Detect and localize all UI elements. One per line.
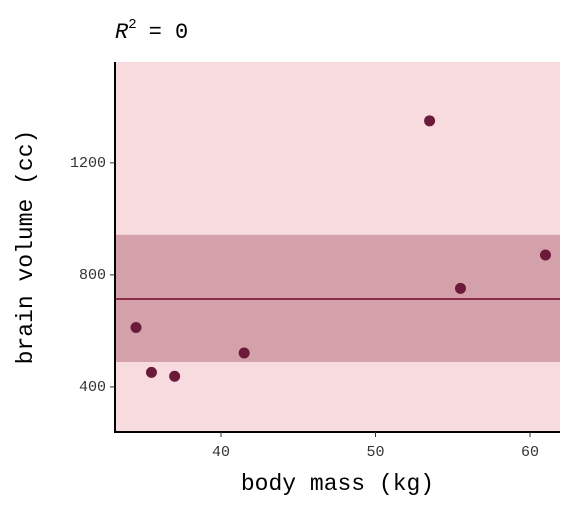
y-tick-label: 1200 [70, 155, 106, 172]
chart-title: R2 = 0 [115, 17, 188, 45]
point [454, 282, 466, 294]
x-tick-label: 60 [521, 444, 539, 461]
y-tick-label: 800 [79, 267, 106, 284]
title-rest: = 0 [149, 20, 189, 45]
y-tick-label: 400 [79, 379, 106, 396]
x-axis-title: body mass (kg) [241, 471, 434, 497]
point [130, 322, 142, 334]
point [145, 366, 157, 378]
point [238, 347, 250, 359]
title-r: R [115, 20, 129, 45]
x-tick-label: 40 [212, 444, 230, 461]
point [424, 115, 436, 127]
title-sup: 2 [128, 17, 136, 33]
point [539, 249, 551, 261]
point [169, 370, 181, 382]
y-axis-title: brain volume (cc) [13, 130, 39, 365]
x-tick-label: 50 [367, 444, 385, 461]
